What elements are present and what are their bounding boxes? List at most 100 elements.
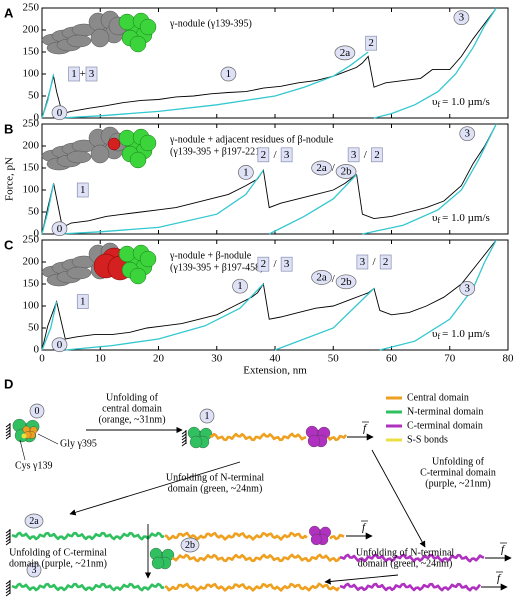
- speed-sub: f: [437, 216, 440, 225]
- speed-symbol: υ: [432, 328, 438, 340]
- speed-sub: f: [437, 100, 440, 109]
- state-label: 1: [243, 166, 249, 178]
- description: γ-nodule + adjacent residues of β-nodule: [169, 134, 334, 145]
- domain-blob: [189, 435, 203, 449]
- step-label: C-terminal domain: [420, 467, 496, 478]
- y-tick-label: 150: [23, 278, 40, 290]
- x-tick-label: 0: [39, 353, 45, 365]
- y-tick-label: 0: [34, 344, 40, 356]
- speed-value: = 1.0 µm/s: [442, 328, 490, 340]
- chain: [164, 531, 308, 541]
- state-label: 2: [368, 37, 374, 49]
- gamma-nodule: [139, 18, 157, 36]
- state-label: 1: [205, 411, 210, 422]
- wall-hatch: [5, 532, 11, 537]
- wall-hatch: [5, 586, 11, 591]
- y-tick-label: 200: [23, 24, 40, 36]
- force-label: f: [501, 544, 506, 556]
- state-label: 3: [351, 149, 357, 161]
- state-label: 2a: [340, 47, 351, 59]
- state-circle: [220, 66, 237, 82]
- y-tick-label: 250: [23, 2, 40, 14]
- step-label: Unfolding of: [432, 456, 485, 467]
- description: (γ139-395 + β197-458): [170, 262, 263, 273]
- gamma-nodule: [118, 13, 136, 31]
- step-arrow: [69, 461, 241, 516]
- state-label: /: [273, 149, 277, 161]
- wall-hatch: [5, 423, 11, 428]
- y-tick-label: 50: [28, 322, 40, 334]
- state-circle: [29, 403, 45, 419]
- state-label: 2: [261, 149, 267, 161]
- wall-hatch: [5, 429, 11, 434]
- state-label: 1: [80, 184, 86, 196]
- state-box: [365, 35, 377, 51]
- state-circle: [238, 165, 254, 180]
- state-box: [257, 256, 270, 272]
- speed-label: υf = 1.0 µm/s: [432, 96, 490, 109]
- speed-label: υf = 1.0 µm/s: [432, 212, 490, 225]
- state-box: [379, 254, 392, 270]
- nodule: [90, 144, 110, 164]
- series-line: [41, 239, 497, 351]
- y-tick-label: 0: [34, 228, 40, 240]
- state-label: 2: [261, 258, 267, 270]
- step-label: Unfolding of: [106, 392, 159, 403]
- y-tick-label: 100: [23, 300, 40, 312]
- wall-hatch: [5, 538, 11, 543]
- state-label: 1: [237, 280, 243, 292]
- state-box: [371, 147, 383, 163]
- state-label: 2a: [29, 516, 39, 527]
- state-label: 0: [57, 339, 63, 351]
- description: (γ139-395 + β197-221): [170, 146, 263, 157]
- state-label: 2a: [316, 162, 327, 174]
- state-label: 2b: [341, 166, 353, 178]
- state-circle: [311, 160, 332, 176]
- wall-hatch: [5, 592, 11, 597]
- step-arrow: [324, 574, 399, 585]
- series-line: [41, 7, 497, 119]
- gamma-nodule: [139, 134, 157, 152]
- step-arrow: [371, 449, 426, 548]
- panel-label: C: [4, 237, 14, 252]
- state-label: 2: [383, 256, 389, 268]
- state-label: 3: [464, 282, 470, 294]
- y-tick-label: 250: [23, 234, 40, 246]
- x-tick-label: 20: [153, 353, 165, 365]
- wall-hatch: [5, 535, 11, 540]
- residue-label: Gly γ395: [60, 438, 97, 449]
- gamma-nodule: [139, 250, 157, 268]
- state-circle: [334, 45, 356, 61]
- wall-hatch: [5, 426, 11, 431]
- chain: [339, 553, 485, 563]
- state-label: /: [273, 258, 277, 270]
- pointer: [19, 439, 26, 461]
- x-tick-label: 80: [503, 353, 515, 365]
- residue-label: Cys γ139: [15, 460, 52, 471]
- y-tick-label: 250: [23, 118, 40, 130]
- chain: [11, 582, 165, 592]
- wall-hatch: [181, 436, 187, 441]
- y-tick-label: 150: [23, 46, 40, 58]
- state-box: [68, 66, 80, 82]
- state-circle: [459, 281, 476, 296]
- domain-blob: [151, 556, 165, 570]
- state-label: 1: [71, 68, 77, 80]
- protein-image: [41, 126, 157, 171]
- state-circle: [335, 274, 357, 290]
- state-label: 2b: [341, 276, 353, 288]
- chain: [339, 582, 482, 592]
- wall-hatch: [181, 439, 187, 444]
- state-label: /: [332, 273, 336, 285]
- x-tick-label: 10: [95, 353, 107, 365]
- state-label: 3: [89, 68, 95, 80]
- state-box: [280, 256, 293, 272]
- wall-hatch: [5, 432, 11, 437]
- step-label: central domain: [102, 403, 162, 414]
- step-label: Unfolding of C-terminal: [9, 547, 107, 558]
- domain-blob: [307, 434, 321, 448]
- speed-sub: f: [437, 332, 440, 341]
- pointer: [37, 433, 59, 445]
- gamma-nodule: [118, 129, 136, 147]
- x-tick-label: 70: [444, 353, 456, 365]
